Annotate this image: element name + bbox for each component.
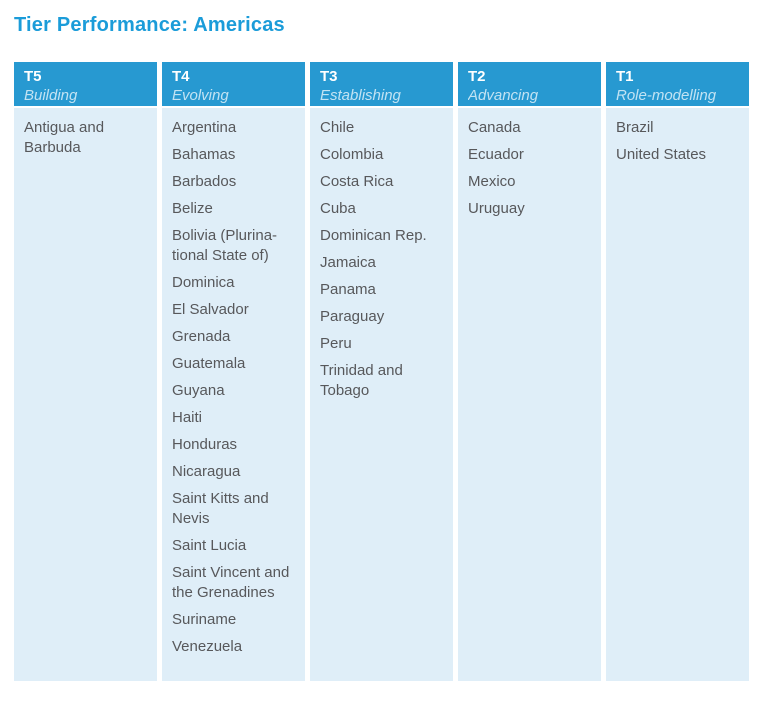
- country-item: Belize: [172, 200, 213, 217]
- tier-stage-label: Role-modelling: [616, 87, 717, 104]
- tier-column-body: Canada Ecuador Mexico Uruguay: [458, 108, 601, 681]
- country-item: Dominican Rep.: [320, 227, 427, 244]
- tier-column: T1 Role-modelling Brazil United States: [606, 62, 749, 681]
- tier-column-body: Chile Colombia Costa Rica Cuba Dominican Rep…: [310, 108, 453, 681]
- tier-column-header: T4 Evolving: [162, 62, 305, 106]
- country-item: Bolivia (Plurina­tional State of): [172, 227, 278, 264]
- tier-column: T3 Establishing Chile Colombia Costa Rica C…: [310, 62, 453, 681]
- tier-column-header: T5 Building: [14, 62, 157, 106]
- country-item: El Salvador: [172, 301, 249, 318]
- country-item: Venezuela: [172, 638, 243, 655]
- country-item: Chile: [320, 119, 355, 136]
- tier-label: T3: [320, 68, 338, 85]
- tier-column-header: T3 Establishing: [310, 62, 453, 106]
- tier-column: T4 Evolving Argentina Bahamas Barbados Beli…: [162, 62, 305, 681]
- country-item: Nicaragua: [172, 463, 241, 480]
- tier-label: T4: [172, 68, 190, 85]
- country-item: Mexico: [468, 173, 516, 190]
- country-item: Brazil: [616, 119, 654, 136]
- country-item: Haiti: [172, 409, 203, 426]
- tier-label: T5: [24, 68, 42, 85]
- country-item: Panama: [320, 281, 376, 298]
- country-item: Barbados: [172, 173, 237, 190]
- tier-stage-label: Evolving: [172, 87, 229, 104]
- tier-label: T2: [468, 68, 486, 85]
- tier-column: T5 Building Antigua and Barbuda: [14, 62, 157, 681]
- country-item: Peru: [320, 335, 352, 352]
- country-item: Trinidad and Tobago: [320, 362, 403, 399]
- country-item: Saint Kitts and Nevis: [172, 490, 269, 527]
- country-item: Guatemala: [172, 355, 246, 372]
- country-item: Saint Vincent and the Grena­dines: [172, 564, 290, 601]
- country-item: Uruguay: [468, 200, 525, 217]
- country-item: United States: [616, 146, 707, 163]
- country-item: Costa Rica: [320, 173, 394, 190]
- country-item: Honduras: [172, 436, 238, 453]
- country-item: Bahamas: [172, 146, 236, 163]
- country-item: Grenada: [172, 328, 231, 345]
- country-item: Antigua and Barbuda: [24, 119, 105, 156]
- country-item: Saint Lucia: [172, 537, 247, 554]
- tier-column-body: Antigua and Barbuda: [14, 108, 157, 681]
- tier-stage-label: Establishing: [320, 87, 401, 104]
- country-item: Paraguay: [320, 308, 385, 325]
- country-item: Jamaica: [320, 254, 376, 271]
- tier-column-header: T1 Role-modelling: [606, 62, 749, 106]
- country-item: Canada: [468, 119, 521, 136]
- page-title: Tier Performance: Americas: [14, 14, 285, 36]
- country-item: Suriname: [172, 611, 237, 628]
- tier-column-body: Brazil United States: [606, 108, 749, 681]
- country-item: Dominica: [172, 274, 235, 291]
- country-item: Ecuador: [468, 146, 524, 163]
- tier-stage-label: Building: [24, 87, 78, 104]
- tier-column-body: Argentina Bahamas Barbados Belize Bolivia (P…: [162, 108, 305, 681]
- country-item: Argentina: [172, 119, 237, 136]
- tier-label: T1: [616, 68, 634, 85]
- tier-stage-label: Advancing: [468, 87, 539, 104]
- country-item: Guyana: [172, 382, 225, 399]
- country-item: Colombia: [320, 146, 384, 163]
- tier-column: T2 Advancing Canada Ecuador Mexico Uruguay: [458, 62, 601, 681]
- tier-column-header: T2 Advancing: [458, 62, 601, 106]
- tier-performance-table: T5 Building Antigua and Barbuda T4 Evolv…: [14, 62, 749, 681]
- country-item: Cuba: [320, 200, 356, 217]
